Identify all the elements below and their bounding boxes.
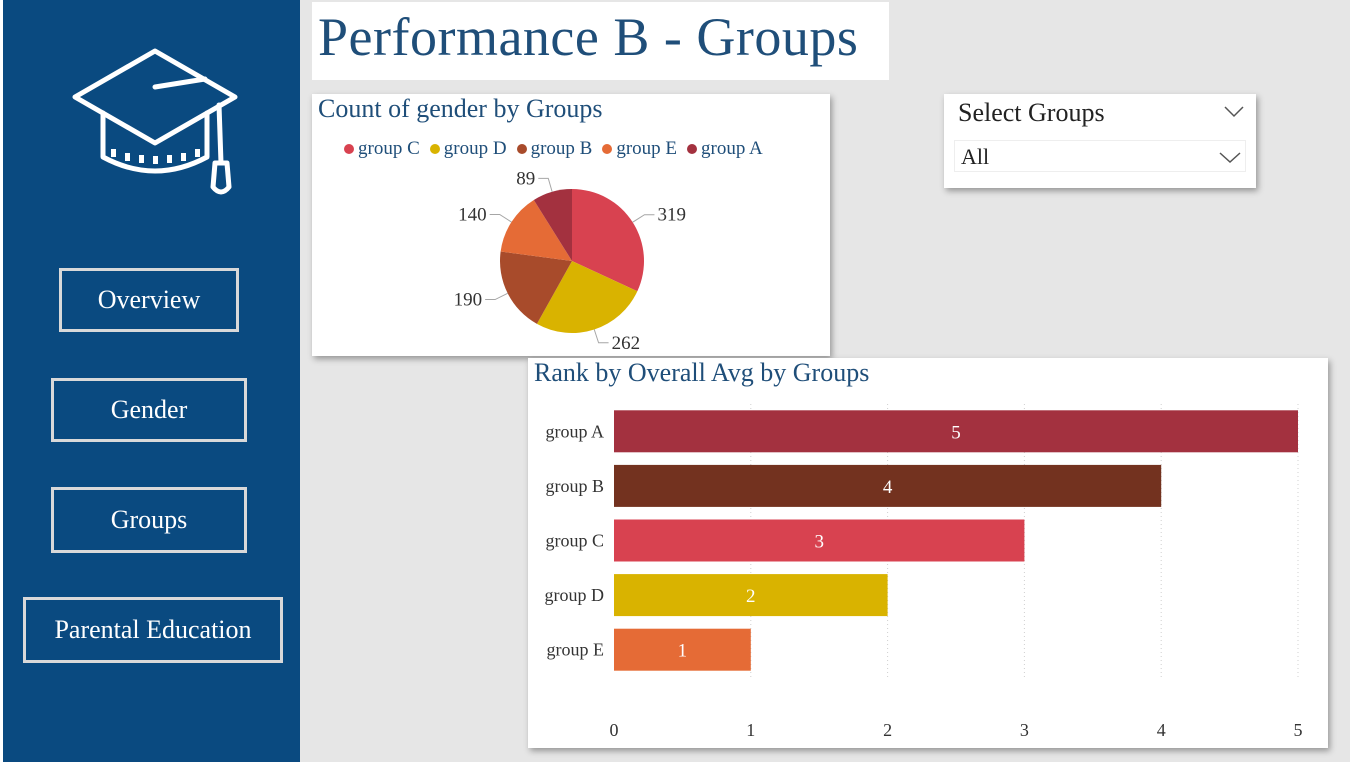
nav-parental-education-label: Parental Education	[54, 615, 252, 644]
x-tick-label: 4	[1157, 720, 1166, 740]
x-tick-label: 1	[746, 720, 755, 740]
pie-slice[interactable]	[536, 261, 638, 333]
bar[interactable]	[614, 410, 1298, 453]
legend-item[interactable]: group A	[687, 138, 763, 160]
y-category-label: group D	[545, 585, 605, 605]
pie-leader-line	[593, 329, 609, 344]
legend-dot	[344, 144, 354, 154]
nav-gender-button[interactable]: Gender	[51, 378, 247, 442]
x-tick-label: 2	[883, 720, 892, 740]
pie-data-label: 140	[458, 204, 487, 225]
slicer-title: Select Groups	[958, 98, 1105, 127]
x-tick-label: 3	[1020, 720, 1029, 740]
pie-chart-title: Count of gender by Groups	[318, 94, 603, 123]
groups-slicer: Select Groups All	[944, 94, 1256, 188]
bar[interactable]	[614, 519, 1025, 562]
pie-slice[interactable]	[572, 189, 644, 292]
bar-chart-title: Rank by Overall Avg by Groups	[534, 358, 870, 387]
legend-dot	[687, 144, 697, 154]
pie-data-label: 319	[657, 205, 686, 226]
legend-label: group E	[616, 138, 677, 159]
legend-item[interactable]: group E	[602, 138, 677, 160]
bar-data-label: 2	[746, 586, 756, 607]
pie-legend: group C group D group B group E group A	[344, 138, 763, 160]
bar-data-label: 4	[883, 477, 893, 498]
legend-label: group B	[530, 138, 593, 159]
pie-data-label: 190	[454, 290, 483, 311]
x-tick-label: 0	[610, 720, 619, 740]
chevron-down-icon	[1219, 152, 1241, 164]
legend-item[interactable]: group B	[516, 138, 593, 160]
pie-slice[interactable]	[533, 189, 572, 261]
pie-leader-line	[489, 213, 512, 223]
pie-chart-card: Count of gender by Groups group C group …	[312, 94, 830, 356]
pie-slice[interactable]	[500, 199, 572, 261]
legend-item[interactable]: group C	[344, 138, 420, 160]
pie-leader-line	[632, 214, 655, 223]
y-category-label: group E	[547, 640, 605, 660]
bar[interactable]	[614, 574, 888, 617]
nav-groups-button[interactable]: Groups	[51, 487, 247, 553]
legend-label: group A	[701, 138, 763, 159]
slicer-selected-value: All	[961, 144, 990, 169]
slicer-dropdown[interactable]: All	[954, 140, 1246, 172]
pie-data-label: 89	[516, 168, 535, 189]
x-tick-label: 5	[1294, 720, 1303, 740]
bar-chart-card: Rank by Overall Avg by Groups 0 1 2 3 4 5 5 gro…	[528, 358, 1328, 748]
nav-overview-button[interactable]: Overview	[59, 268, 239, 332]
y-category-label: group C	[546, 531, 605, 551]
page-title-box: Performance B - Groups	[312, 2, 889, 80]
nav-groups-label: Groups	[110, 505, 188, 534]
bar-chart: 0 1 2 3 4 5 5 group A 4 group B 3 group C 2 group D 1 g…	[545, 404, 1303, 740]
y-category-label: group A	[546, 421, 605, 441]
nav-overview-label: Overview	[97, 285, 201, 314]
bar-data-label: 1	[678, 641, 688, 662]
pie-leader-line	[485, 292, 508, 301]
nav-gender-label: Gender	[110, 395, 188, 424]
nav-parental-education-button[interactable]: Parental Education	[23, 597, 283, 663]
legend-label: group D	[443, 138, 507, 159]
chevron-down-icon[interactable]	[1224, 106, 1244, 118]
bar[interactable]	[614, 464, 1162, 507]
graduation-cap-icon	[72, 48, 238, 195]
pie-chart: 319 262 190 140 89	[454, 168, 686, 354]
sidebar: Overview Gender Groups Parental Educatio…	[0, 0, 300, 762]
pie-slice[interactable]	[500, 251, 572, 324]
legend-dot	[602, 144, 613, 154]
legend-label: group C	[358, 138, 420, 159]
bar-data-label: 5	[951, 422, 961, 443]
pie-leader-line	[538, 177, 553, 192]
legend-dot	[516, 144, 527, 154]
legend-dot	[429, 144, 440, 154]
legend-item[interactable]: group D	[429, 138, 507, 160]
bar-data-label: 3	[814, 532, 824, 553]
y-category-label: group B	[546, 476, 605, 496]
bar[interactable]	[614, 628, 751, 671]
pie-data-label: 262	[612, 333, 641, 354]
page-title: Performance B - Groups	[318, 7, 859, 67]
